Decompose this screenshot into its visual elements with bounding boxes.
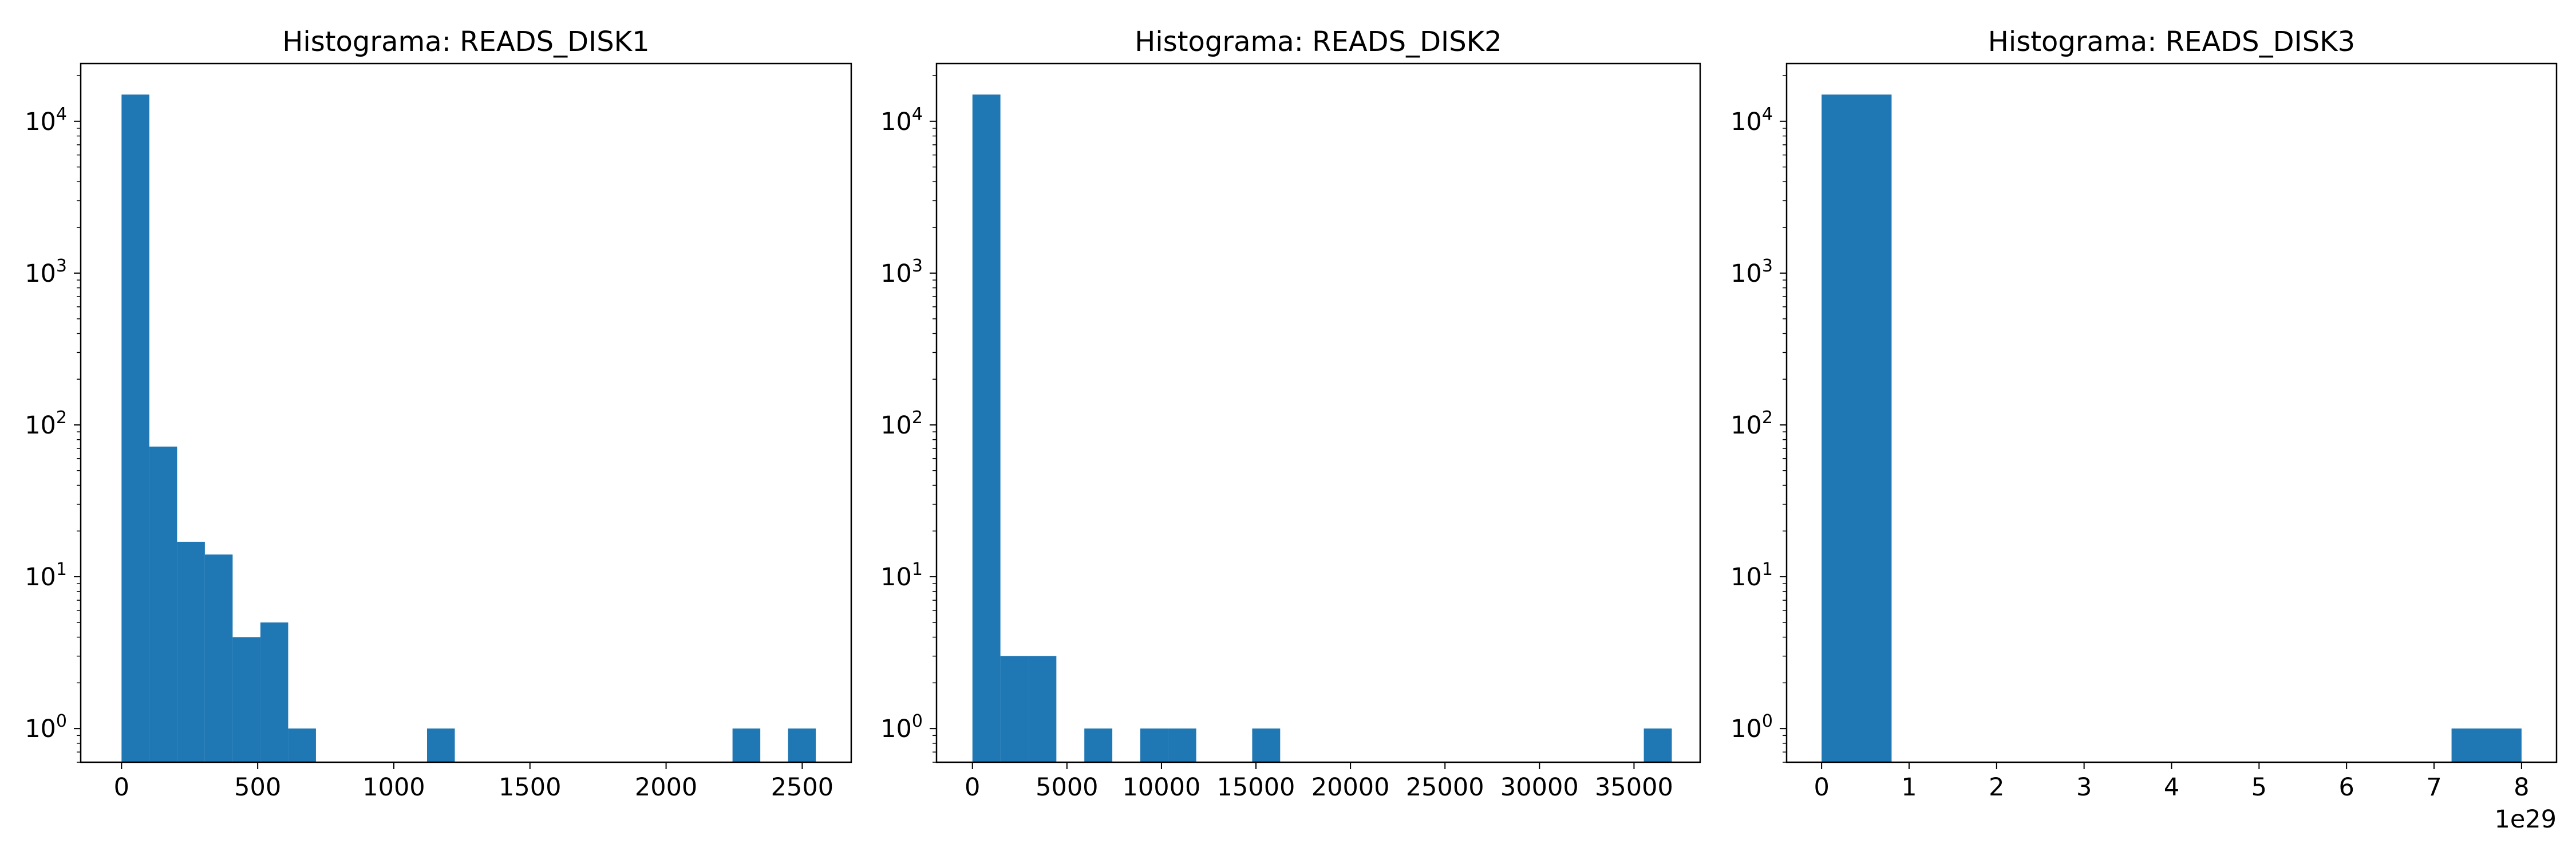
- histogram-bar: [1168, 728, 1196, 762]
- histogram-bar: [1028, 656, 1057, 762]
- y-tick-label: 103: [25, 256, 67, 288]
- x-tick-label: 10000: [1123, 773, 1201, 802]
- x-tick-label: 30000: [1500, 773, 1579, 802]
- histogram-panel-reads-disk3: Histograma: READS_DISK3 0 1 2 3 4 5 6 7 8 100 101 1…: [1730, 26, 2558, 834]
- y-tick-label: 104: [25, 104, 67, 136]
- histogram-bar: [2451, 728, 2522, 762]
- x-tick-label: 0: [1814, 773, 1829, 802]
- x-tick-label: 5000: [1036, 773, 1098, 802]
- x-tick-label: 4: [2164, 773, 2179, 802]
- histogram-bar: [149, 446, 177, 762]
- x-tick-label: 2500: [771, 773, 833, 802]
- histogram-bar: [1252, 728, 1281, 762]
- x-tick-label: 2: [1989, 773, 2004, 802]
- histogram-panel-reads-disk1: Histograma: READS_DISK1 0 500 1000 1500 2000…: [25, 26, 852, 802]
- y-tick-label: 100: [880, 711, 923, 743]
- axes-frame: [935, 62, 1701, 763]
- x-tick-label: 3: [2076, 773, 2092, 802]
- histogram-bar: [1643, 728, 1672, 762]
- histogram-bar: [972, 94, 1001, 762]
- x-tick-label: 1000: [362, 773, 425, 802]
- y-tick-label: 100: [25, 711, 67, 743]
- x-tick-label: 6: [2339, 773, 2354, 802]
- histogram-bar: [121, 94, 149, 762]
- x-tick-label: 1: [1901, 773, 1917, 802]
- histogram-bar: [1822, 94, 1892, 762]
- histogram-panel-reads-disk2: Histograma: READS_DISK2 0 5000 10000 15000 2…: [880, 26, 1701, 802]
- histogram-bar: [1000, 656, 1029, 762]
- y-tick-label: 102: [25, 408, 67, 440]
- x-tick-label: 25000: [1406, 773, 1484, 802]
- y-tick-label: 100: [1730, 711, 1773, 743]
- y-tick-label: 101: [1730, 559, 1773, 592]
- x-tick-label: 7: [2426, 773, 2441, 802]
- x-tick-label: 20000: [1311, 773, 1390, 802]
- x-tick-label: 0: [965, 773, 980, 802]
- x-tick-label: 2000: [635, 773, 697, 802]
- histogram-bar: [1084, 728, 1113, 762]
- y-tick-label: 102: [1730, 408, 1773, 440]
- histogram-bars: [1822, 94, 2522, 762]
- axes-frame: [80, 62, 852, 763]
- y-tick-label: 101: [880, 559, 923, 592]
- histogram-bars: [972, 94, 1672, 762]
- x-tick-label: 8: [2514, 773, 2529, 802]
- y-tick-label: 104: [1730, 104, 1773, 136]
- histogram-bar: [288, 728, 316, 762]
- x-tick-label: 5: [2251, 773, 2267, 802]
- y-tick-label: 103: [1730, 256, 1773, 288]
- histogram-bar: [260, 622, 289, 762]
- chart-title: Histograma: READS_DISK3: [1988, 26, 2355, 58]
- y-tick-label: 102: [880, 408, 923, 440]
- histogram-bar: [426, 728, 455, 762]
- histogram-bar: [732, 728, 761, 762]
- x-tick-label: 0: [114, 773, 129, 802]
- histogram-bars: [121, 94, 816, 762]
- x-tick-label: 500: [234, 773, 281, 802]
- y-tick-label: 101: [25, 559, 67, 592]
- y-tick-label: 103: [880, 256, 923, 288]
- histogram-bar: [788, 728, 816, 762]
- histogram-bar: [204, 554, 233, 762]
- chart-title: Histograma: READS_DISK2: [1135, 26, 1502, 58]
- histogram-bar: [177, 541, 205, 762]
- x-offset-text: 1e29: [2494, 805, 2557, 834]
- y-tick-label: 104: [880, 104, 923, 136]
- chart-title: Histograma: READS_DISK1: [282, 26, 649, 58]
- histogram-bar: [1140, 728, 1168, 762]
- x-tick-label: 1500: [499, 773, 561, 802]
- axes-frame: [1785, 62, 2558, 763]
- x-tick-label: 35000: [1595, 773, 1673, 802]
- x-tick-label: 15000: [1217, 773, 1295, 802]
- histogram-bar: [232, 637, 260, 762]
